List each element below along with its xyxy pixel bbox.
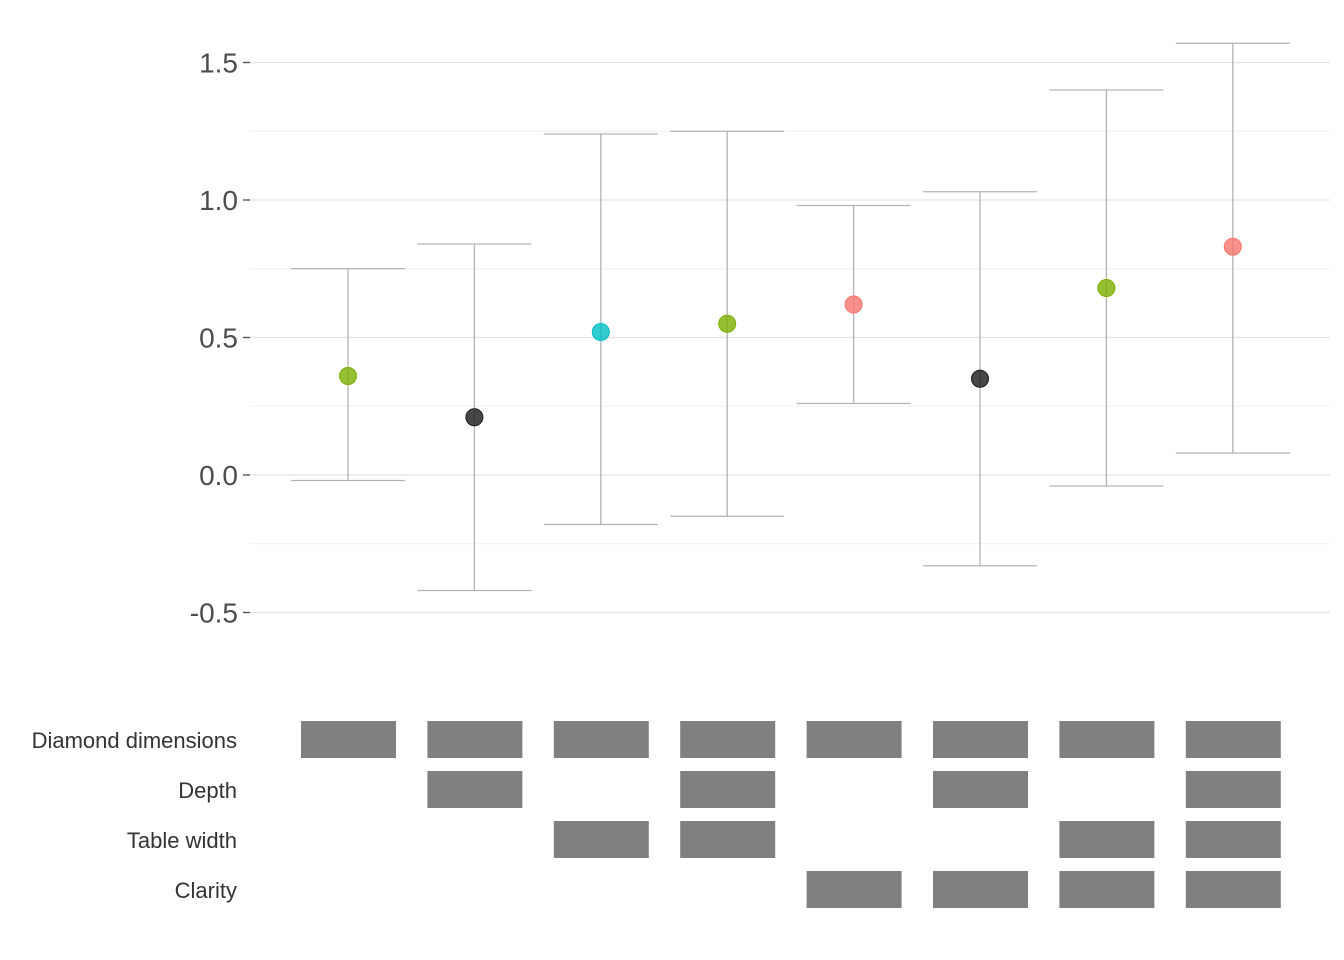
y-tick-label: 1.0 (199, 185, 238, 216)
indicator-matrix: Diamond dimensions Depth Table width Clarit… (32, 721, 1281, 908)
data-point (844, 295, 863, 314)
y-tick-label: 1.5 (199, 48, 238, 79)
indicator-cell (680, 721, 776, 758)
indicator-cell (553, 721, 649, 758)
y-axis: -0.5 0.0 0.5 1.0 1.5 (190, 48, 250, 629)
indicator-cell (806, 871, 902, 908)
indicator-cell (680, 821, 776, 858)
indicator-cell (427, 721, 523, 758)
grid-layer (250, 61, 1330, 614)
indicator-cell (1185, 771, 1281, 808)
indicator-row-label: Table width (127, 828, 237, 853)
indicator-cell (933, 721, 1028, 758)
data-point (1097, 279, 1116, 297)
indicator-cell (1059, 871, 1155, 908)
y-tick-label: 0.0 (199, 460, 238, 491)
data-point (465, 408, 484, 427)
data-point (718, 314, 737, 333)
indicator-cell (806, 721, 902, 758)
indicator-cell (301, 721, 396, 758)
data-point (339, 367, 357, 385)
data-point (1223, 237, 1242, 256)
indicator-cell (1059, 721, 1155, 758)
error-bars (291, 42, 1290, 592)
indicator-row-label: Clarity (175, 878, 237, 903)
indicator-cell (1185, 821, 1281, 858)
indicator-cell (1185, 721, 1281, 758)
indicator-cell (933, 871, 1028, 908)
indicator-cell (553, 821, 649, 858)
y-tick-label: 0.5 (199, 323, 238, 354)
indicator-cell (933, 771, 1028, 808)
indicator-row-label: Depth (178, 778, 237, 803)
data-point (971, 369, 989, 388)
y-tick-label: -0.5 (190, 598, 238, 629)
points (339, 237, 1242, 427)
indicator-cell (427, 771, 523, 808)
indicator-row-label: Diamond dimensions (32, 728, 237, 753)
data-point (591, 323, 610, 341)
indicator-cell (1185, 871, 1281, 908)
indicator-cell (680, 771, 776, 808)
indicator-cell (1059, 821, 1155, 858)
